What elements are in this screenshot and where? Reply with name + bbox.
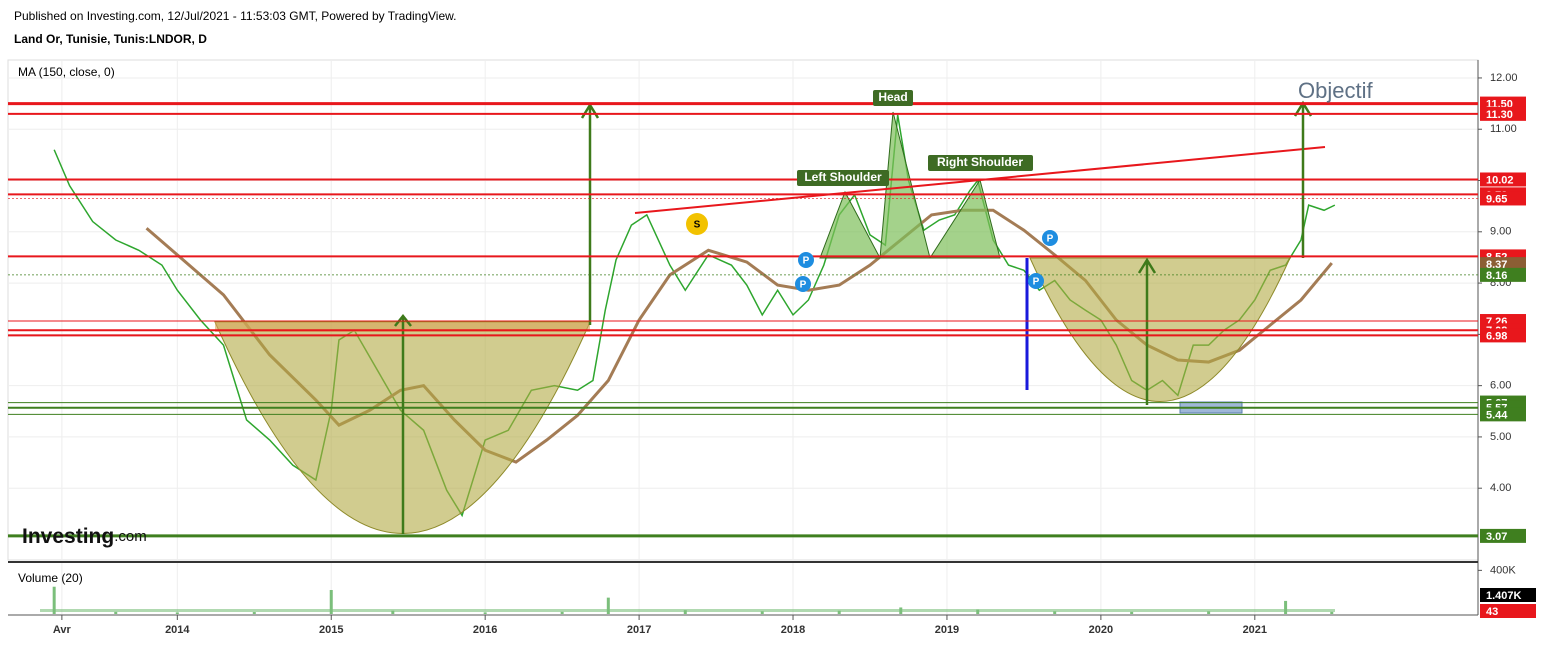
x-tick-label: Avr — [53, 624, 72, 636]
x-tick-label: 2019 — [935, 624, 959, 636]
price-tag-label: 11.30 — [1486, 109, 1513, 121]
annotation: Right Shoulder — [937, 155, 1023, 169]
x-tick-label: 2020 — [1089, 624, 1113, 636]
price-tag — [1480, 106, 1526, 121]
price-tag — [1480, 528, 1526, 543]
x-tick-label: 2017 — [627, 624, 651, 636]
signal — [686, 213, 708, 235]
signal-label: S — [694, 220, 701, 231]
label-box — [873, 90, 913, 106]
volume-tag-label: 43 — [1486, 606, 1498, 618]
x-tick-label: 2021 — [1243, 624, 1267, 636]
price-tag-label: 10.02 — [1486, 174, 1514, 186]
volume-tag — [1480, 604, 1536, 618]
volume-bar — [760, 611, 764, 614]
volume-bar — [837, 610, 841, 614]
volume-bar — [606, 597, 610, 614]
price-tag-label: 6.98 — [1486, 330, 1507, 342]
price-tag — [1480, 172, 1526, 187]
pane-title: Volume (20) — [18, 571, 83, 585]
signal-label: P — [1047, 234, 1054, 245]
signal-label: P — [803, 256, 810, 267]
volume-bar — [1207, 611, 1211, 614]
y-tick-label: 11.00 — [1490, 123, 1517, 135]
y-tick-label: 400K — [1490, 564, 1516, 576]
volume-bar — [1284, 600, 1288, 614]
y-tick-label: 9.00 — [1490, 226, 1511, 238]
drawings — [214, 100, 1326, 534]
volume-bar — [391, 610, 395, 614]
price-tag-label: 3.07 — [1486, 531, 1507, 543]
y-tick-label: 5.00 — [1490, 431, 1511, 443]
symbol: Land Or, Tunisie, Tunis:LNDOR, D — [14, 32, 207, 46]
volume-bar — [483, 612, 487, 614]
annotation: Objectif — [1298, 78, 1373, 103]
price-tag — [1480, 191, 1526, 206]
signal — [1028, 273, 1044, 289]
logo: Investing — [22, 525, 114, 548]
signal — [798, 252, 814, 268]
y-tick-label: 12.00 — [1490, 72, 1518, 84]
signal — [795, 276, 811, 292]
volume-bar — [175, 612, 179, 614]
volume-bar — [560, 611, 564, 614]
price-tag-label: 5.44 — [1486, 409, 1508, 421]
volume-base — [40, 609, 1335, 612]
signal — [1042, 230, 1058, 246]
x-tick-label: 2014 — [165, 624, 190, 636]
annotation: Head — [878, 90, 907, 104]
published: Published on Investing.com, 12/Jul/2021 … — [14, 9, 456, 23]
volume-tag — [1480, 588, 1536, 602]
volume-bar — [683, 610, 687, 614]
volume-bar — [329, 590, 333, 614]
price-tag — [1480, 407, 1526, 422]
label-box — [797, 170, 889, 186]
arrows — [394, 100, 1313, 534]
signal-label: P — [1033, 277, 1040, 288]
volume-bar — [52, 586, 56, 614]
volume-bar — [252, 612, 256, 614]
price-tag-label: 9.65 — [1486, 193, 1507, 205]
y-tick-label: 6.00 — [1490, 380, 1511, 392]
volume-bar — [114, 611, 118, 614]
legend-label: MA (150, close, 0) — [18, 65, 115, 79]
volume-bar — [1130, 611, 1134, 614]
annotation: Left Shoulder — [804, 170, 882, 184]
price-tag — [1480, 267, 1526, 282]
logo: .com — [114, 528, 147, 545]
price-tag — [1480, 257, 1526, 272]
volume-bar — [1053, 611, 1057, 614]
x-tick-label: 2015 — [319, 624, 343, 636]
volume-tag-label: 1.407K — [1486, 590, 1522, 602]
x-tick-label: 2018 — [781, 624, 805, 636]
price-tag — [1480, 328, 1526, 343]
y-tick-label: 4.00 — [1490, 482, 1511, 494]
x-tick-label: 2016 — [473, 624, 497, 636]
logo: Investing.com — [22, 525, 147, 548]
volume-bar — [1330, 611, 1334, 614]
label-box — [928, 155, 1033, 171]
signal-label: P — [800, 280, 807, 291]
price-tag-label: 8.16 — [1486, 270, 1507, 282]
